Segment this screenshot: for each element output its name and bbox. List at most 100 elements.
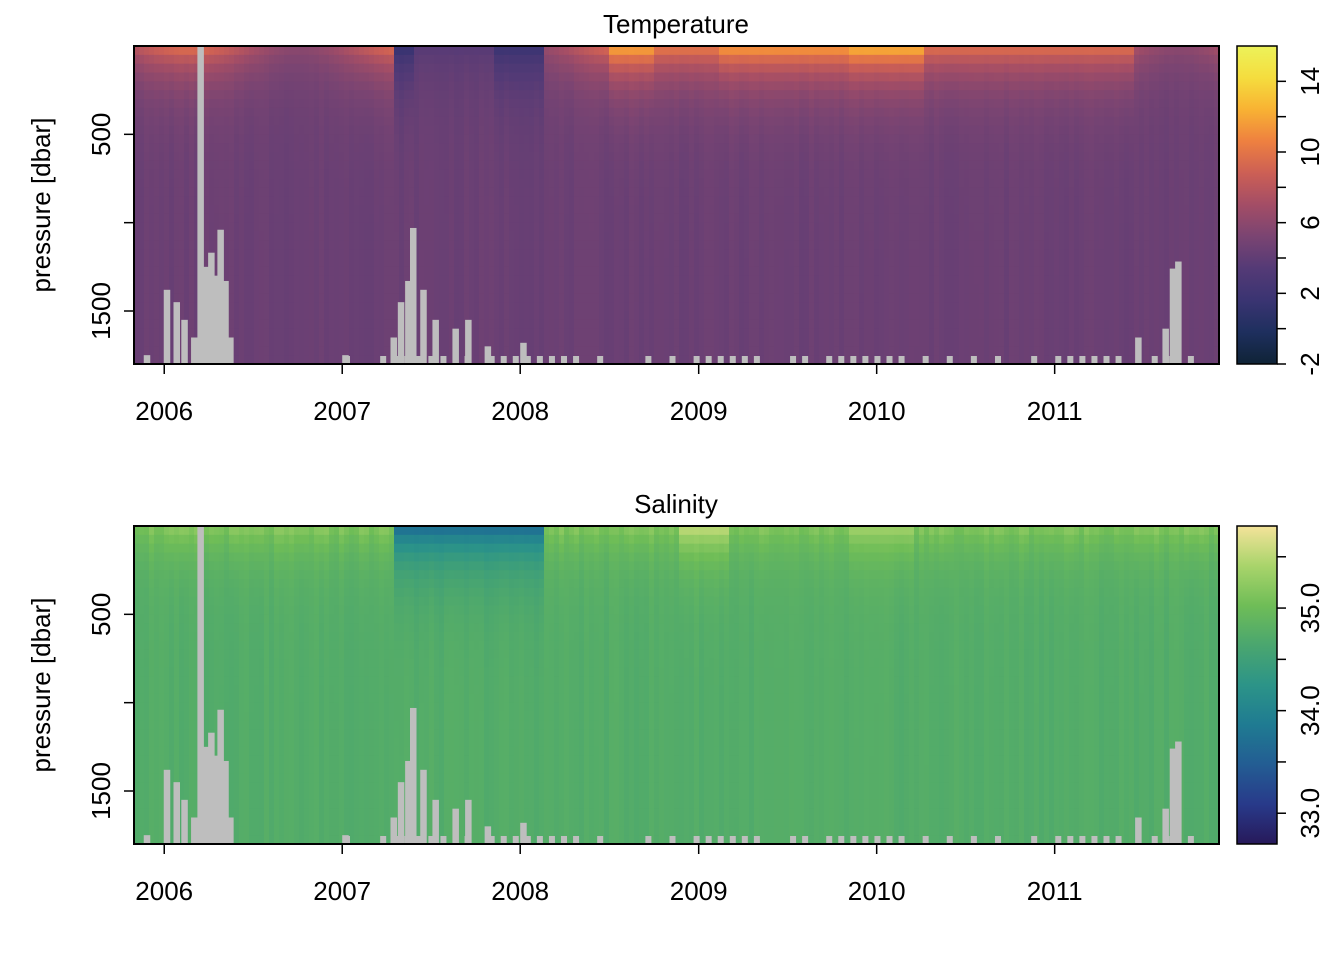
x-tick-label: 2008: [491, 876, 549, 906]
missing-profile-bar: [420, 769, 427, 844]
colorbar-tick-label: 2: [1295, 286, 1325, 300]
y-tick-label: 1500: [86, 762, 116, 820]
missing-profile-bar: [645, 836, 652, 844]
missing-profile-bar: [548, 356, 555, 364]
missing-profile-bar: [512, 356, 519, 364]
missing-profile-bar: [970, 836, 977, 844]
missing-profile-bar: [484, 346, 492, 364]
missing-profile-bar: [405, 760, 412, 844]
x-tick-label: 2011: [1027, 876, 1083, 906]
missing-profile-bar: [838, 356, 845, 364]
missing-profile-bar: [597, 836, 604, 844]
missing-profile-bar: [484, 826, 492, 844]
missing-profile-bar: [420, 289, 427, 364]
missing-profile-bar: [181, 799, 188, 844]
missing-profile-bar: [1079, 836, 1086, 844]
missing-profile-bar: [536, 356, 543, 364]
missing-profile-bar: [1067, 356, 1074, 364]
temperature-field: [134, 46, 1219, 364]
x-tick-label: 2006: [135, 396, 193, 426]
missing-profile-bar: [1091, 356, 1098, 364]
missing-profile-bar: [729, 356, 736, 364]
x-tick-label: 2008: [491, 396, 549, 426]
missing-profile-bar: [1055, 836, 1062, 844]
salinity-x-axis: 2006 2007 2008 2009 2010 2011: [135, 843, 1083, 906]
missing-profile-bar: [197, 526, 204, 844]
missing-profile-bar: [222, 280, 229, 364]
salinity-field: [134, 526, 1219, 844]
missing-profile-bar: [488, 836, 495, 844]
missing-profile-bar: [202, 266, 209, 364]
missing-profile-bar: [850, 356, 857, 364]
missing-profile-bar: [898, 836, 905, 844]
missing-profile-bar: [548, 836, 555, 844]
missing-profile-bar: [464, 836, 471, 844]
missing-profile-bar: [741, 836, 748, 844]
colorbar-tick-label: 34.0: [1295, 685, 1325, 736]
missing-profile-bar: [753, 356, 760, 364]
missing-profile-bar: [500, 356, 507, 364]
y-tick-label: 500: [86, 113, 116, 156]
missing-profile-bar: [452, 808, 459, 844]
missing-profile-bar: [222, 760, 229, 844]
x-tick-label: 2007: [313, 876, 371, 906]
x-tick-label: 2010: [848, 876, 906, 906]
missing-profile-bar: [922, 836, 929, 844]
missing-profile-bar: [380, 836, 387, 844]
missing-profile-bar: [143, 835, 151, 844]
missing-profile-bar: [173, 782, 180, 844]
x-tick-label: 2006: [135, 876, 193, 906]
missing-profile-bar: [536, 836, 543, 844]
missing-profile-bar: [729, 836, 736, 844]
missing-profile-bar: [874, 836, 881, 844]
missing-profile-bar: [392, 356, 399, 364]
missing-profile-bar: [1055, 356, 1062, 364]
missing-profile-bar: [1175, 261, 1182, 364]
missing-profile-bar: [397, 302, 405, 364]
salinity-y-axis: 500 1500: [86, 593, 135, 820]
missing-profile-bar: [946, 356, 953, 364]
missing-profile-bar: [227, 337, 234, 364]
missing-profile-bar: [741, 356, 748, 364]
temperature-y-axis-label: pressure [dbar]: [26, 118, 56, 293]
missing-profile-bar: [440, 356, 447, 364]
salinity-title: Salinity: [634, 489, 718, 519]
missing-profile-bar: [1067, 836, 1074, 844]
missing-profile-bar: [208, 252, 215, 364]
missing-profile-bar: [520, 342, 527, 364]
missing-profile-bar: [1031, 356, 1038, 364]
missing-profile-bar: [416, 356, 423, 364]
missing-profile-bar: [213, 275, 220, 364]
missing-profile-bar: [432, 799, 439, 844]
missing-profile-bar: [217, 229, 224, 364]
missing-profile-bar: [217, 709, 224, 844]
colorbar-tick-label: 14: [1295, 67, 1325, 96]
x-tick-label: 2007: [313, 396, 371, 426]
missing-profile-bar: [573, 836, 580, 844]
missing-profile-bar: [862, 356, 869, 364]
missing-profile-bar: [344, 836, 350, 844]
missing-profile-bar: [645, 356, 652, 364]
missing-profile-bar: [465, 799, 472, 844]
missing-profile-bar: [850, 836, 857, 844]
temperature-missing-bars: [143, 46, 1194, 364]
missing-profile-bar: [1151, 356, 1158, 364]
x-tick-label: 2009: [670, 876, 728, 906]
missing-profile-bar: [790, 356, 797, 364]
missing-profile-bar: [1103, 836, 1110, 844]
missing-profile-bar: [1162, 328, 1169, 364]
missing-profile-bar: [838, 836, 845, 844]
missing-profile-bar: [1169, 748, 1177, 844]
missing-profile-bar: [163, 769, 171, 844]
missing-profile-bar: [500, 836, 507, 844]
missing-profile-bar: [1103, 356, 1110, 364]
missing-profile-bar: [520, 822, 527, 844]
missing-profile-bar: [208, 732, 215, 844]
temperature-panel: Temperature 2006 2007 2008 2009 2010 2011 500…: [26, 9, 1325, 426]
missing-profile-bar: [946, 836, 953, 844]
missing-profile-bar: [1091, 836, 1098, 844]
missing-profile-bar: [163, 289, 171, 364]
colorbar-tick-label: 10: [1295, 138, 1325, 167]
missing-profile-bar: [432, 319, 439, 364]
